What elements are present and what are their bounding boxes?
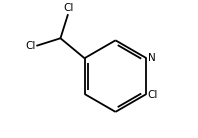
Text: N: N (148, 53, 155, 63)
Text: Cl: Cl (148, 90, 158, 100)
Text: Cl: Cl (64, 3, 74, 13)
Text: Cl: Cl (25, 41, 36, 51)
